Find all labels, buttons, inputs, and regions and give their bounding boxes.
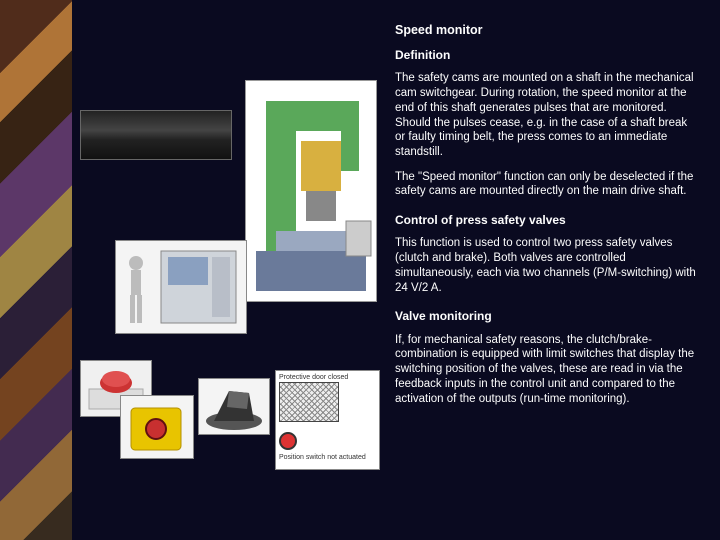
press-machine-image bbox=[245, 80, 377, 302]
paragraph-valves: This function is used to control two pre… bbox=[395, 236, 700, 295]
decorative-left-strip bbox=[0, 0, 72, 540]
heading-valves: Control of press safety valves bbox=[395, 213, 700, 228]
control-cabinet-image bbox=[115, 240, 247, 334]
paragraph-definition-1: The safety cams are mounted on a shaft i… bbox=[395, 71, 700, 159]
protective-door-diagram: Protective door closed Position switch n… bbox=[275, 370, 380, 470]
door-label-bottom: Position switch not actuated bbox=[279, 454, 376, 461]
position-switch-icon bbox=[279, 432, 297, 450]
slide-page: Protective door closed Position switch n… bbox=[0, 0, 720, 540]
door-mesh-icon bbox=[279, 382, 339, 422]
plc-module-image bbox=[80, 110, 232, 160]
paragraph-monitoring: If, for mechanical safety reasons, the c… bbox=[395, 333, 700, 407]
heading-monitoring: Valve monitoring bbox=[395, 309, 700, 324]
page-title: Speed monitor bbox=[395, 22, 700, 38]
heading-definition: Definition bbox=[395, 48, 700, 63]
yellow-pushbutton-image bbox=[120, 395, 194, 459]
paragraph-definition-2: The "Speed monitor" function can only be… bbox=[395, 170, 700, 199]
door-label-top: Protective door closed bbox=[279, 374, 376, 381]
foot-pedal-image bbox=[198, 378, 270, 435]
text-column: Speed monitor Definition The safety cams… bbox=[395, 22, 700, 416]
